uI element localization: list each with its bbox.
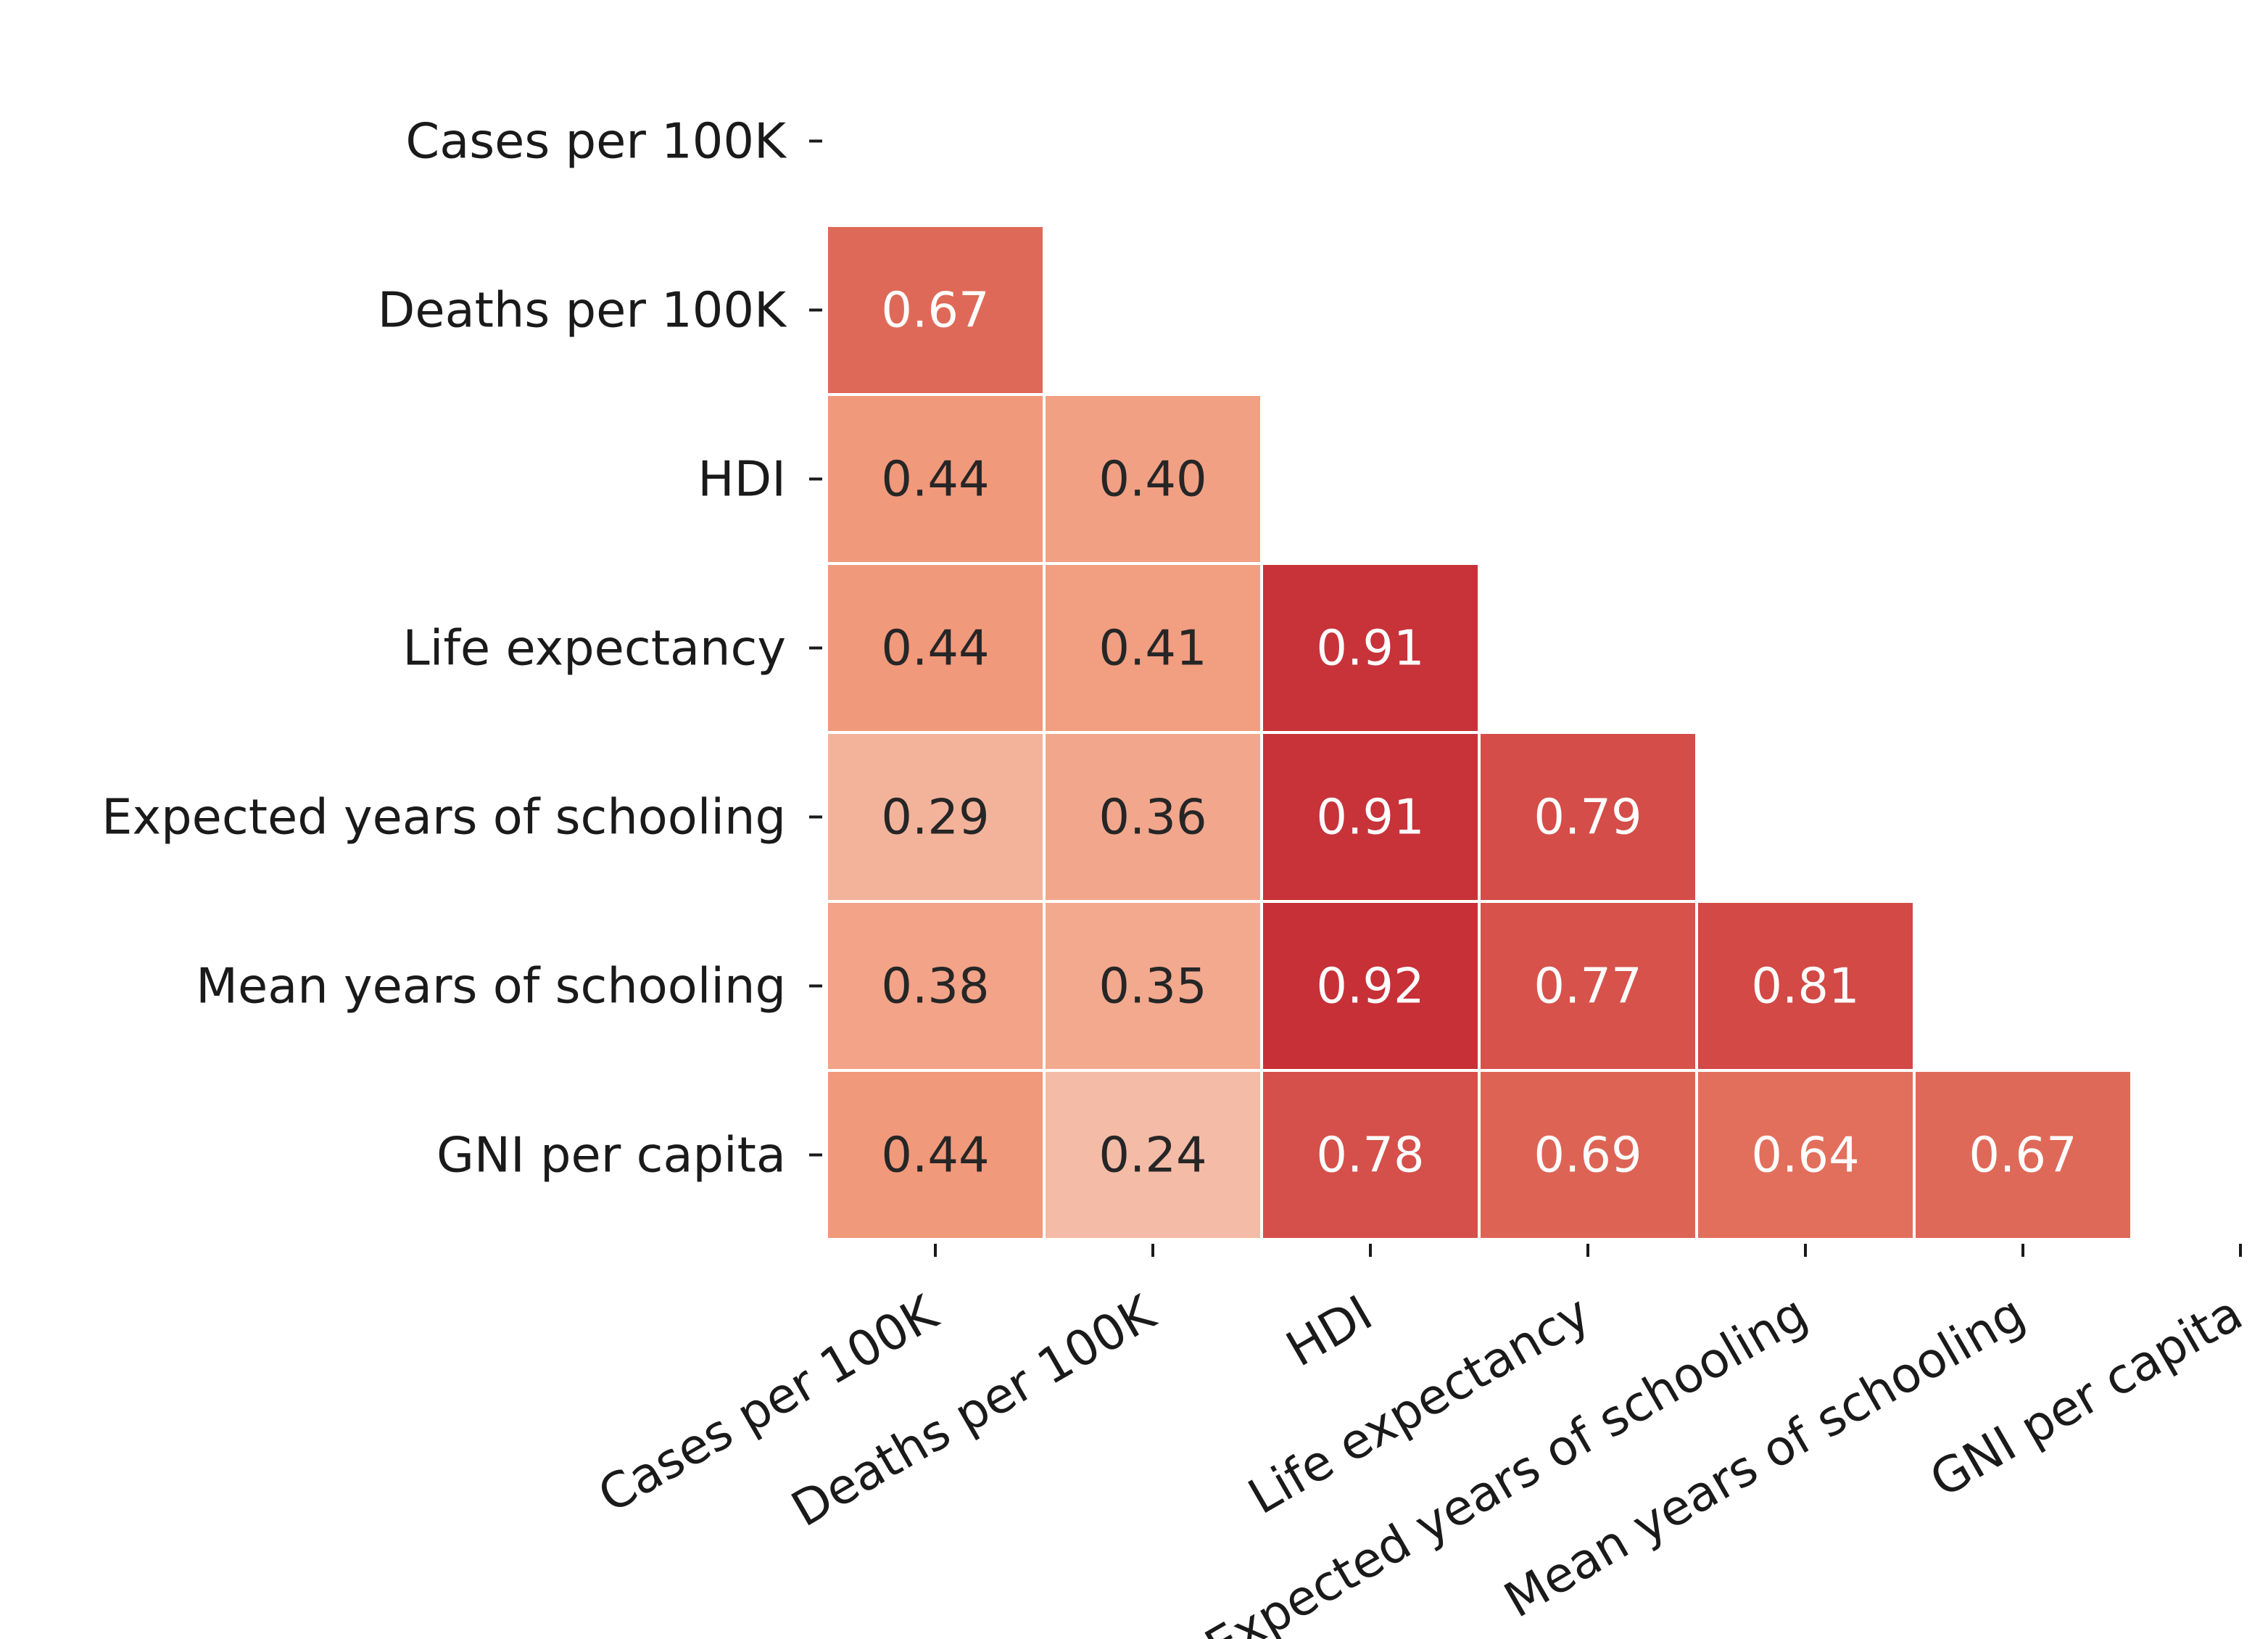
heatmap-cell bbox=[1695, 900, 1916, 1072]
cell-value-label: 0.44 bbox=[881, 1127, 989, 1184]
cell-value-label: 0.64 bbox=[1751, 1127, 1859, 1184]
heatmap-cell bbox=[1478, 900, 1698, 1072]
cell-value-label: 0.40 bbox=[1098, 451, 1207, 508]
cell-value-label: 0.92 bbox=[1316, 958, 1424, 1015]
cell-value-label: 0.77 bbox=[1534, 958, 1642, 1015]
cell-value-label: 0.67 bbox=[1969, 1127, 2077, 1184]
heatmap-cell bbox=[1478, 731, 1698, 903]
y-tick-label: Expected years of schooling bbox=[102, 789, 786, 846]
heatmap-cell bbox=[1043, 900, 1263, 1072]
cell-value-label: 0.35 bbox=[1098, 958, 1207, 1015]
y-tick-label: Cases per 100K bbox=[405, 113, 787, 170]
heatmap-cell bbox=[1043, 393, 1263, 565]
cell-value-label: 0.69 bbox=[1534, 1127, 1642, 1184]
cell-value-label: 0.41 bbox=[1098, 620, 1207, 677]
cell-value-label: 0.79 bbox=[1534, 789, 1642, 846]
y-tick-label: Deaths per 100K bbox=[378, 282, 787, 339]
heatmap-cell bbox=[1043, 1069, 1263, 1241]
heatmap-cell bbox=[825, 224, 1046, 396]
cell-value-label: 0.78 bbox=[1316, 1127, 1424, 1184]
cell-value-label: 0.91 bbox=[1316, 620, 1424, 677]
y-tick-label: GNI per capita bbox=[436, 1127, 786, 1184]
heatmap-cell bbox=[825, 562, 1046, 734]
y-axis: Cases per 100K Deaths per 100K HDI Life exp… bbox=[102, 113, 822, 1184]
x-tick-label: HDI bbox=[1277, 1284, 1381, 1377]
cell-value-label: 0.44 bbox=[881, 451, 989, 508]
heatmap-cell bbox=[1260, 562, 1481, 734]
heatmap-cell bbox=[1260, 1069, 1481, 1241]
cell-value-label: 0.67 bbox=[881, 282, 989, 339]
y-tick-label: Life expectancy bbox=[402, 620, 786, 677]
y-tick-label: HDI bbox=[698, 451, 786, 508]
cell-value-label: 0.91 bbox=[1316, 789, 1424, 846]
heatmap-cell bbox=[1913, 1069, 2133, 1241]
x-tick-label: Deaths per 100K bbox=[782, 1284, 1166, 1537]
heatmap-cell bbox=[825, 393, 1046, 565]
heatmap-cell bbox=[1478, 1069, 1698, 1241]
heatmap-cell bbox=[1695, 1069, 1916, 1241]
cell-value-label: 0.29 bbox=[881, 789, 989, 846]
cell-value-label: 0.81 bbox=[1751, 958, 1859, 1015]
heatmap-cell bbox=[825, 1069, 1046, 1241]
cell-value-label: 0.24 bbox=[1098, 1127, 1207, 1184]
heatmap-cells: 0.67 0.44 0.40 0.44 0.41 0.91 0.29 0.36 0.91 0.79… bbox=[825, 224, 2133, 1241]
cell-value-label: 0.38 bbox=[881, 958, 989, 1015]
heatmap-cell bbox=[1043, 731, 1263, 903]
cell-value-label: 0.36 bbox=[1098, 789, 1207, 846]
y-tick-label: Mean years of schooling bbox=[196, 958, 786, 1015]
cell-value-label: 0.44 bbox=[881, 620, 989, 677]
